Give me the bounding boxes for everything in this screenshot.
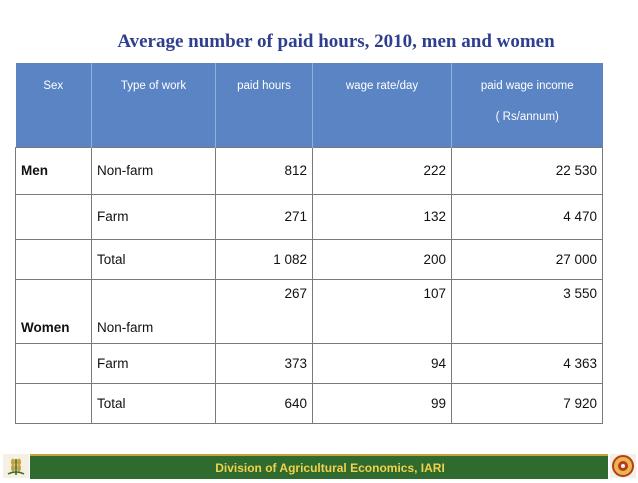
data-table: Sex Type of work paid hours wage rate/da… [15,63,603,424]
table-row: Women Non-farm 267 107 3 550 [15,278,603,344]
cell-wage: 222 [312,146,452,195]
institute-seal-icon [610,454,636,478]
cell-hours: 812 [215,146,313,195]
cell-sex: Men [15,146,92,195]
cell-sex: Women [15,278,92,344]
cell-sex [15,342,92,384]
cell-hours: 1 082 [215,238,313,280]
cell-wage: 99 [312,382,452,424]
table-header-row: Sex Type of work paid hours wage rate/da… [15,63,603,147]
cell-income: 4 363 [451,342,603,384]
cell-income: 27 000 [451,238,603,280]
cell-hours: 267 [215,278,313,344]
header-sex: Sex [15,63,92,147]
cell-income: 22 530 [451,146,603,195]
cell-sex [15,238,92,280]
footer-text: Division of Agricultural Economics, IARI [215,461,445,475]
table-row: Total 640 99 7 920 [15,382,603,424]
cell-income: 4 470 [451,193,603,240]
cell-wage: 94 [312,342,452,384]
table-row: Total 1 082 200 27 000 [15,238,603,280]
cell-type: Non-farm [91,278,216,344]
cell-hours: 373 [215,342,313,384]
table-row: Farm 373 94 4 363 [15,342,603,384]
cell-income: 7 920 [451,382,603,424]
cell-hours: 271 [215,193,313,240]
header-paid-wage-income: paid wage income ( Rs/annum) [451,63,603,147]
wheat-emblem-icon [3,454,29,478]
cell-type: Farm [91,193,216,240]
cell-sex [15,382,92,424]
cell-wage: 107 [312,278,452,344]
cell-type: Non-farm [91,146,216,195]
cell-wage: 132 [312,193,452,240]
header-paid-wage-income-label: paid wage income [480,80,574,92]
cell-income: 3 550 [451,278,603,344]
header-wage-rate: wage rate/day [312,63,452,147]
table-row: Farm 271 132 4 470 [15,193,603,240]
page-title: Average number of paid hours, 2010, men … [117,31,555,52]
cell-wage: 200 [312,238,452,280]
header-type-of-work: Type of work [91,63,216,147]
header-paid-hours: paid hours [215,63,313,147]
cell-sex [15,193,92,240]
footer-bar: Division of Agricultural Economics, IARI [30,454,608,479]
cell-type: Total [91,238,216,280]
table-row: Men Non-farm 812 222 22 530 [15,146,603,195]
cell-hours: 640 [215,382,313,424]
cell-type: Farm [91,342,216,384]
header-paid-wage-income-unit: ( Rs/annum) [495,111,559,123]
cell-type: Total [91,382,216,424]
footer: Division of Agricultural Economics, IARI [0,451,638,479]
